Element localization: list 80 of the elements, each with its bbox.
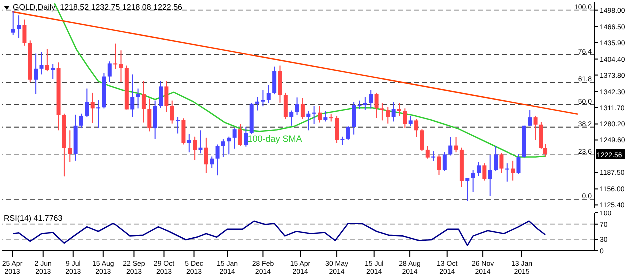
candlestick: [511, 160, 516, 182]
candlestick: [448, 136, 453, 156]
candlestick: [142, 80, 146, 124]
candlestick: [318, 106, 322, 124]
chart-title: RSI(14) 41.7763: [4, 214, 63, 223]
candlestick: [516, 154, 521, 175]
candlestick: [505, 163, 510, 182]
candlestick: [176, 116, 180, 134]
candlestick: [232, 128, 237, 150]
candlestick: [442, 152, 447, 172]
candlestick: [96, 100, 101, 129]
candlestick: [488, 154, 492, 197]
candlestick: [164, 80, 169, 113]
candlestick: [466, 178, 470, 202]
candlestick: [500, 152, 504, 174]
candlestick: [420, 129, 424, 152]
candlestick: [216, 144, 220, 176]
candlestick: [476, 161, 481, 177]
candlestick: [227, 136, 232, 156]
candlestick: [437, 154, 442, 176]
candlestick: [534, 115, 538, 141]
candlestick: [374, 92, 379, 119]
candlestick: [136, 88, 140, 110]
candlestick: [380, 102, 384, 122]
candlestick: [403, 108, 408, 129]
candlestick: [432, 151, 436, 162]
candlestick: [300, 98, 305, 120]
candlestick: [80, 113, 84, 130]
candlestick: [346, 126, 350, 141]
candlestick: [45, 48, 50, 72]
candlestick: [261, 90, 266, 108]
candlestick: [187, 134, 192, 154]
candlestick: [204, 137, 208, 174]
candlestick: [238, 124, 242, 147]
candlestick: [369, 90, 374, 110]
candlestick: [340, 136, 345, 146]
candlestick: [386, 106, 390, 124]
candlestick: [51, 64, 56, 80]
candlestick: [312, 106, 316, 125]
candlestick: [266, 84, 271, 104]
candlestick: [159, 80, 163, 109]
candlestick: [408, 115, 413, 127]
candlestick: [11, 10, 16, 36]
candlestick: [528, 110, 532, 127]
candlestick: [284, 92, 288, 120]
candlestick: [256, 96, 260, 112]
candlestick: [193, 136, 198, 161]
candlestick: [90, 92, 95, 124]
candlestick: [85, 88, 90, 118]
candlestick: [426, 146, 430, 160]
candlestick: [397, 102, 402, 118]
candlestick: [148, 98, 152, 132]
candlestick: [454, 136, 458, 154]
series-label: 100-day SMA: [248, 134, 302, 144]
candlestick: [40, 52, 44, 76]
candlestick: [392, 102, 396, 122]
candlestick: [324, 110, 328, 122]
candlestick: [153, 100, 158, 140]
candlestick: [182, 118, 186, 146]
candlestick: [272, 66, 277, 96]
candlestick: [244, 126, 248, 148]
chart-title: GOLD,Daily 1218.52 1232.75 1218.08 1222.56: [13, 3, 182, 12]
candlestick: [170, 100, 174, 124]
candlestick: [221, 139, 226, 158]
candlestick: [34, 53, 38, 95]
candlestick: [17, 15, 22, 39]
candlestick: [414, 118, 419, 138]
candlestick: [130, 74, 135, 118]
candlestick: [22, 19, 27, 46]
candlestick: [295, 97, 300, 116]
candlestick: [363, 96, 368, 111]
candlestick: [306, 110, 311, 132]
candlestick: [198, 130, 203, 154]
candlestick: [290, 110, 294, 126]
candlestick: [494, 146, 498, 172]
candlestick: [108, 61, 112, 84]
candlestick: [471, 170, 476, 193]
candlestick: [210, 156, 214, 169]
candlestick: [482, 163, 487, 182]
candlestick: [68, 130, 72, 164]
